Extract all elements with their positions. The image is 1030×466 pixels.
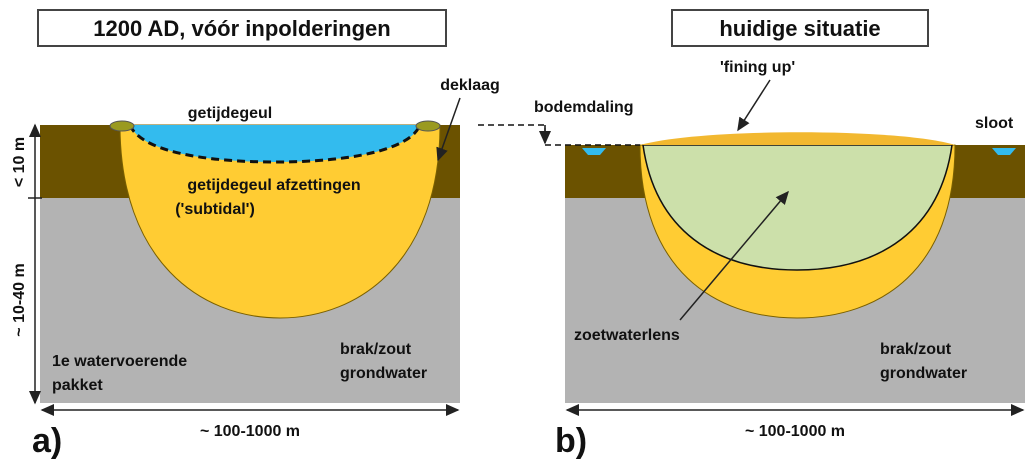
- label: ('subtidal'): [175, 201, 255, 218]
- label: sloot: [975, 115, 1014, 132]
- ditch: [992, 148, 1016, 155]
- pointer: [737, 79, 771, 132]
- panel-letter: a): [32, 422, 62, 460]
- ditch: [582, 148, 606, 155]
- label: getijdegeul afzettingen: [187, 177, 360, 194]
- panel-title: 1200 AD, vóór inpolderingen: [93, 16, 390, 41]
- label: 1e watervoerende: [52, 353, 187, 370]
- label: grondwater: [340, 365, 427, 382]
- label: deklaag: [440, 77, 500, 94]
- title-box: [671, 9, 929, 47]
- channel-deposits: [119, 124, 441, 319]
- depth-label: < 10 m: [11, 137, 28, 187]
- levee: [109, 120, 135, 132]
- title-box: [37, 9, 447, 47]
- pointer: [679, 190, 789, 321]
- label: 'fining up': [720, 59, 795, 76]
- label: getijdegeul: [188, 105, 272, 122]
- panel-title: huidige situatie: [719, 16, 880, 41]
- label: zoetwaterlens: [574, 327, 680, 344]
- label: grondwater: [880, 365, 967, 382]
- levee: [415, 120, 441, 132]
- width-label: ~ 100-1000 m: [745, 423, 845, 440]
- label: brak/zout: [880, 341, 952, 358]
- panel-b: huidige situatie ~ 100-1000 m b) bodemda…: [478, 9, 1025, 460]
- fining-up: [640, 132, 955, 145]
- freshwater-lens: [642, 144, 953, 271]
- channel-boundary: [128, 124, 422, 164]
- panel-letter: b): [555, 422, 587, 460]
- depth-label: ~ 10-40 m: [11, 263, 28, 336]
- width-label: ~ 100-1000 m: [200, 423, 300, 440]
- pointer: [436, 97, 461, 162]
- label: pakket: [52, 377, 103, 394]
- subsidence-line: [478, 124, 640, 146]
- label: bodemdaling: [534, 99, 634, 116]
- panel-a: 1200 AD, vóór inpolderingen < 10 m ~ 10-…: [11, 9, 500, 460]
- label: brak/zout: [340, 341, 412, 358]
- channel-water: [130, 125, 420, 162]
